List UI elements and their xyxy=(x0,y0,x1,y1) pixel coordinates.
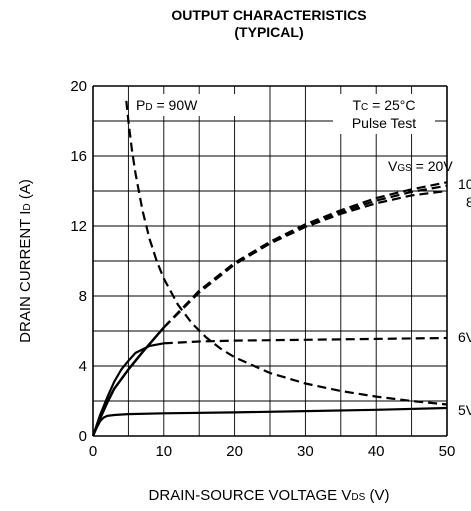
series-label-5v: 5V xyxy=(458,402,471,418)
curve-pd-90w-dashed xyxy=(125,100,448,406)
y-axis-label: DRAIN CURRENT ID (A) xyxy=(17,179,34,343)
y-tick-label: 20 xyxy=(70,78,87,95)
tick-labels: 0 10 20 30 40 50 0 4 8 12 16 20 xyxy=(70,78,455,460)
y-tick-label: 0 xyxy=(79,428,87,445)
pulse-test-label: Pulse Test xyxy=(352,115,416,131)
curve-8v-solid xyxy=(91,326,165,437)
test-condition-bg xyxy=(333,94,435,134)
x-axis-label: DRAIN-SOURCE VOLTAGE VDS (V) xyxy=(149,487,390,504)
x-tick-label: 10 xyxy=(155,443,172,460)
curve-6v-dashed xyxy=(163,336,448,345)
series-label-10v: 10V xyxy=(458,176,471,192)
curve-vgs-20v-dashed xyxy=(163,181,448,329)
chart-title-line2: (TYPICAL) xyxy=(234,24,303,40)
grid xyxy=(92,85,448,437)
curves xyxy=(91,100,448,437)
axis-titles: DRAIN-SOURCE VOLTAGE VDS (V) DRAIN CURREN… xyxy=(17,179,389,504)
series-label-8v: 8V xyxy=(466,194,471,210)
y-tick-label: 8 xyxy=(79,288,87,305)
series-label-6v: 6V xyxy=(458,329,471,345)
x-tick-label: 20 xyxy=(226,443,243,460)
temperature-label: TC = 25°C xyxy=(352,97,415,113)
curve-6v-solid xyxy=(91,342,164,437)
annotations: PD = 90W TC = 25°C Pulse Test VGS = 20V 10V 8… xyxy=(130,94,471,418)
y-tick-label: 4 xyxy=(79,358,87,375)
curve-8v-dashed xyxy=(163,189,448,329)
x-tick-label: 30 xyxy=(297,443,314,460)
chart-title-line1: OUTPUT CHARACTERISTICS xyxy=(171,7,366,23)
y-tick-label: 12 xyxy=(70,218,87,235)
x-tick-label: 50 xyxy=(439,443,456,460)
y-tick-label: 16 xyxy=(70,148,87,165)
series-label-vgs-20v: VGS = 20V xyxy=(388,158,453,174)
power-label-bg xyxy=(130,94,261,116)
power-label: PD = 90W xyxy=(136,97,198,113)
curve-5v-solid xyxy=(91,406,448,437)
x-tick-label: 40 xyxy=(368,443,385,460)
x-tick-label: 0 xyxy=(89,443,97,460)
